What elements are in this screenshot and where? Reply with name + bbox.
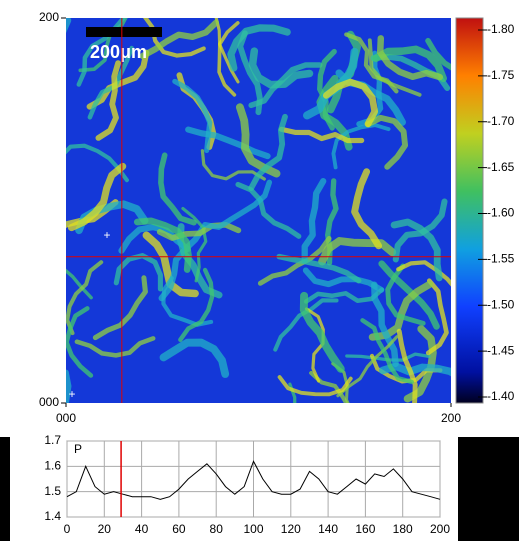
marker: + bbox=[103, 228, 110, 242]
texture-strand bbox=[425, 37, 451, 71]
y-tick-label: 1.7 bbox=[44, 433, 61, 447]
texture-strand bbox=[67, 162, 127, 232]
texture-strand bbox=[142, 231, 199, 298]
texture-strand bbox=[74, 336, 156, 358]
x-tick-label: 0 bbox=[64, 522, 71, 536]
texture-strand bbox=[396, 328, 418, 403]
texture-strand bbox=[248, 113, 288, 192]
profile-line bbox=[66, 460, 441, 500]
y-tick-label: 1.4 bbox=[44, 509, 61, 523]
texture-strand bbox=[159, 338, 230, 378]
texture-strand bbox=[385, 263, 426, 326]
texture-strand bbox=[237, 30, 263, 116]
texture-strand bbox=[227, 24, 291, 72]
x-tick-label: 000 bbox=[56, 411, 76, 425]
texture-strand bbox=[178, 267, 215, 342]
texture-strand bbox=[202, 179, 273, 230]
texture-strand bbox=[360, 318, 414, 385]
y-tick-label: 1.5 bbox=[44, 484, 61, 498]
y-tick-label: 200 bbox=[39, 10, 59, 24]
panel-black bbox=[0, 437, 10, 541]
texture-strand bbox=[277, 375, 353, 397]
x-tick-label: 40 bbox=[135, 522, 149, 536]
texture-strand bbox=[302, 267, 385, 293]
texture-strand bbox=[425, 278, 449, 356]
texture-strand bbox=[158, 224, 207, 302]
colorbar-tick-label: -1.70 bbox=[487, 114, 515, 128]
texture-strand bbox=[273, 298, 339, 352]
texture-strand bbox=[376, 35, 444, 81]
x-tick-label: 200 bbox=[430, 522, 450, 536]
plot-title: P bbox=[74, 442, 82, 456]
texture-strand bbox=[276, 253, 362, 284]
x-tick-label: 140 bbox=[318, 522, 338, 536]
texture-strand bbox=[278, 126, 365, 144]
texture-strand bbox=[309, 370, 349, 403]
texture-strand bbox=[372, 45, 447, 83]
texture-strand bbox=[344, 32, 399, 94]
texture-strand bbox=[248, 62, 323, 109]
x-tick-label: 160 bbox=[355, 522, 375, 536]
texture-strand bbox=[351, 168, 383, 250]
colorbar-tick-label: -1.75 bbox=[487, 68, 515, 82]
texture-strand bbox=[318, 237, 397, 266]
texture-strand bbox=[299, 291, 345, 373]
texture-strand bbox=[185, 126, 271, 160]
y-tick-label: 1.6 bbox=[44, 459, 61, 473]
texture-strand bbox=[113, 253, 163, 292]
colorbar-tick-label: -1.40 bbox=[487, 389, 515, 403]
y-tick-label: 000 bbox=[39, 395, 59, 409]
marker: + bbox=[68, 387, 75, 401]
texture-strand bbox=[133, 217, 192, 273]
texture-strand bbox=[95, 60, 121, 141]
x-tick-label: 200 bbox=[441, 411, 461, 425]
texture-strand bbox=[371, 281, 399, 368]
texture-strand bbox=[158, 152, 197, 226]
texture-strand bbox=[390, 218, 443, 282]
texture-strand bbox=[139, 19, 219, 60]
texture-strand bbox=[365, 114, 409, 170]
texture-strand bbox=[66, 369, 72, 403]
texture-strand bbox=[200, 149, 266, 181]
panel-black bbox=[458, 437, 519, 541]
x-tick-label: 80 bbox=[210, 522, 224, 536]
texture-strand bbox=[66, 18, 72, 34]
texture-strand bbox=[66, 260, 104, 336]
colorbar-tick-label: -1.60 bbox=[487, 206, 515, 220]
texture-strand bbox=[288, 382, 297, 403]
colorbar-tick-label: -1.65 bbox=[487, 160, 515, 174]
colorbar-tick-label: -1.55 bbox=[487, 252, 515, 266]
texture-strand bbox=[92, 275, 148, 341]
colorbar-tick-label: -1.45 bbox=[487, 343, 515, 357]
texture-strand bbox=[317, 48, 337, 131]
texture-strand bbox=[257, 236, 332, 286]
texture-strand bbox=[301, 178, 327, 264]
texture-strand bbox=[181, 206, 208, 283]
scale-bar bbox=[86, 27, 162, 37]
texture-strand bbox=[336, 335, 399, 398]
texture-strand bbox=[331, 123, 391, 170]
texture-strand bbox=[66, 306, 94, 378]
x-tick-label: 180 bbox=[393, 522, 413, 536]
x-tick-label: 60 bbox=[172, 522, 186, 536]
texture-strand bbox=[303, 287, 385, 304]
colorbar-tick-label: -1.50 bbox=[487, 297, 515, 311]
texture-strand bbox=[248, 47, 314, 89]
texture-strand bbox=[322, 78, 379, 128]
image-texture bbox=[66, 18, 451, 403]
colorbar bbox=[455, 17, 484, 404]
texture-strand bbox=[118, 224, 191, 254]
colorbar-tick-label: -1.80 bbox=[487, 22, 515, 36]
x-tick-label: 100 bbox=[243, 522, 263, 536]
scale-bar-label: 200μm bbox=[90, 42, 147, 62]
x-tick-label: 120 bbox=[281, 522, 301, 536]
x-tick-label: 20 bbox=[98, 522, 112, 536]
texture-strand bbox=[217, 21, 240, 97]
texture-strand bbox=[331, 362, 350, 403]
